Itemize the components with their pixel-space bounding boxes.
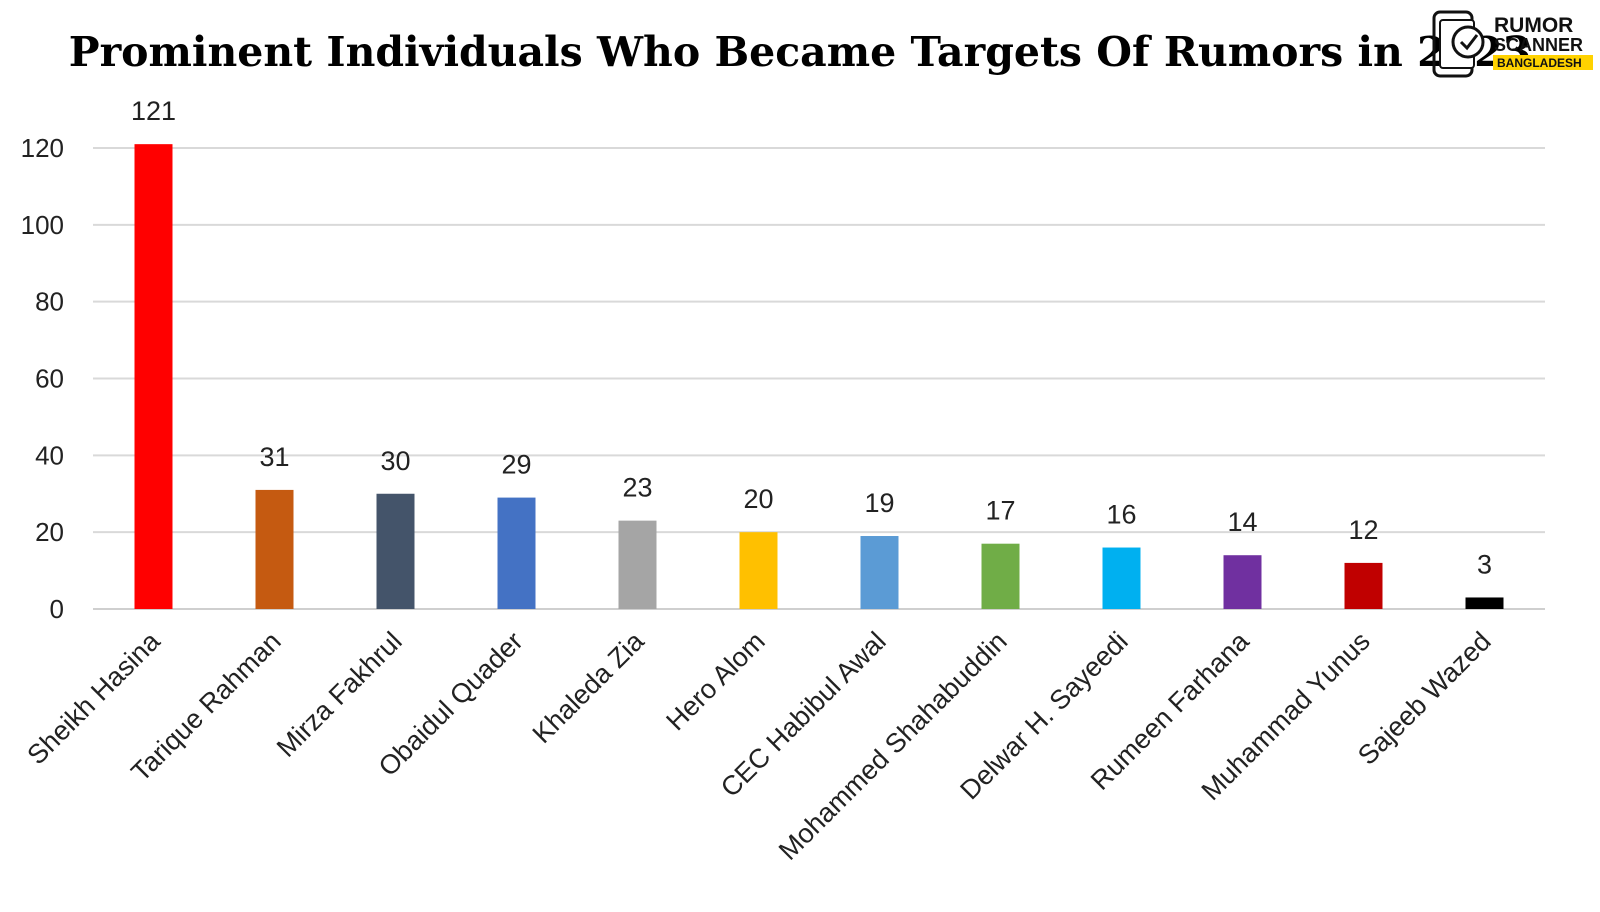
logo-accent-band — [1493, 55, 1593, 70]
bar — [739, 532, 778, 609]
y-tick-label: 120 — [21, 133, 64, 163]
bar — [1102, 547, 1141, 609]
category-label: Hero Alom — [660, 626, 770, 736]
data-label: 17 — [985, 496, 1015, 526]
bar — [1465, 597, 1504, 609]
bar — [376, 493, 415, 609]
data-label: 19 — [864, 488, 894, 518]
data-label: 20 — [743, 484, 773, 514]
bar — [618, 520, 657, 609]
y-axis-ticks: 0 20 40 60 80 100 120 — [21, 133, 64, 624]
bar — [134, 144, 173, 610]
data-labels: 121 31 30 29 23 20 19 17 16 14 12 3 — [131, 96, 1492, 579]
bar — [255, 489, 294, 609]
category-label: Mohammed Shahabuddin — [773, 626, 1013, 866]
y-tick-label: 60 — [35, 364, 64, 394]
phone-check-icon — [1432, 10, 1485, 78]
rumor-scanner-logo: RUMOR SCANNER BANGLADESH — [1432, 10, 1593, 78]
logo-line2: SCANNER — [1494, 35, 1583, 55]
chart-title: Prominent Individuals Who Became Targets… — [69, 28, 1532, 76]
bar — [1344, 562, 1383, 609]
bar — [1223, 555, 1262, 609]
gridlines — [93, 147, 1545, 610]
data-label: 30 — [380, 446, 410, 476]
data-label: 23 — [622, 473, 652, 503]
y-tick-label: 40 — [35, 440, 64, 470]
bar — [981, 543, 1020, 609]
y-tick-label: 100 — [21, 210, 64, 240]
data-label: 14 — [1227, 507, 1257, 537]
bar — [497, 497, 536, 609]
category-label: Khaleda Zia — [527, 625, 651, 749]
bars — [134, 144, 1504, 610]
logo-line3: BANGLADESH — [1497, 56, 1582, 70]
y-tick-label: 80 — [35, 287, 64, 317]
category-label: Mirza Fakhrul — [271, 626, 408, 763]
bar — [860, 536, 899, 609]
data-label: 121 — [131, 96, 176, 126]
data-label: 16 — [1106, 500, 1136, 530]
y-tick-label: 0 — [50, 594, 64, 624]
y-tick-label: 20 — [35, 517, 64, 547]
data-label: 12 — [1348, 515, 1378, 545]
data-label: 29 — [501, 450, 531, 480]
logo-line1: RUMOR — [1494, 14, 1573, 37]
data-label: 31 — [259, 442, 289, 472]
data-label: 3 — [1477, 549, 1492, 579]
